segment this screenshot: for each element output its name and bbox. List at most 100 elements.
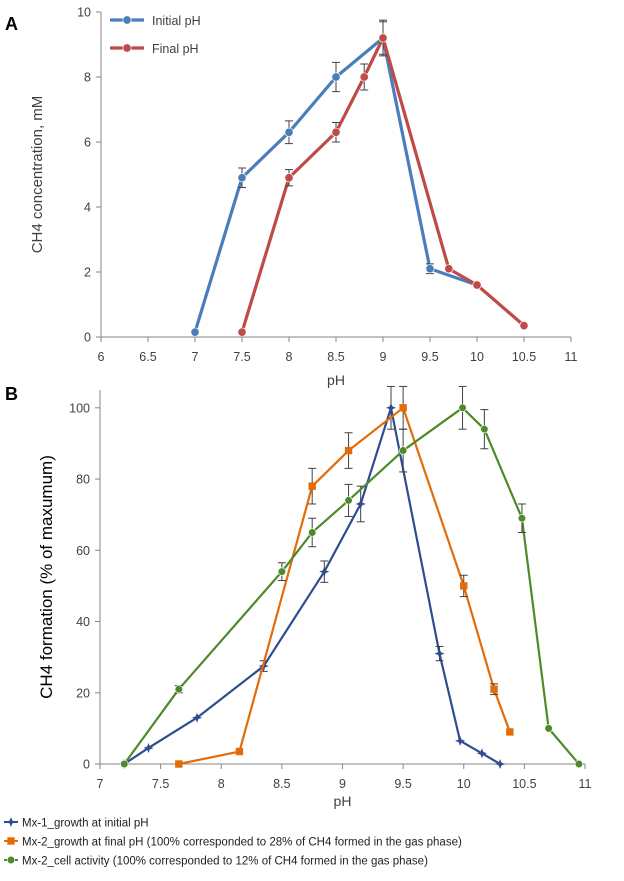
x-tick-label: 7.5 xyxy=(233,350,250,364)
x-tick-label: 6.5 xyxy=(139,350,156,364)
legend-marker xyxy=(6,855,16,865)
series-3-panel-b xyxy=(120,385,584,769)
data-point xyxy=(237,173,247,183)
y-tick-label: 80 xyxy=(76,473,90,487)
data-point xyxy=(175,760,183,768)
data-point xyxy=(344,496,353,505)
y-axis-title: CH4 formation (% of maxumum) xyxy=(37,455,56,699)
data-point xyxy=(308,528,317,537)
y-tick-label: 4 xyxy=(84,201,91,215)
data-point xyxy=(355,498,366,509)
data-point xyxy=(277,567,286,576)
x-tick-label: 7 xyxy=(97,777,104,791)
legend-marker xyxy=(122,15,132,25)
series-line xyxy=(240,36,526,333)
data-point xyxy=(480,425,489,434)
data-point xyxy=(444,264,454,274)
data-point xyxy=(331,127,341,137)
series-2-panel-a xyxy=(237,19,529,337)
data-point xyxy=(495,758,506,770)
data-point xyxy=(378,33,388,43)
data-point xyxy=(476,748,487,759)
y-tick-label: 40 xyxy=(76,615,90,629)
data-point xyxy=(331,72,341,82)
series-line xyxy=(123,406,580,765)
data-point xyxy=(490,685,498,693)
x-tick-label: 9 xyxy=(339,777,346,791)
data-point xyxy=(455,735,466,746)
y-axis-title: CH4 concentration, mM xyxy=(29,96,46,254)
data-point xyxy=(385,402,397,413)
data-point xyxy=(143,742,154,753)
data-point xyxy=(399,404,407,412)
data-point xyxy=(319,566,330,577)
x-tick-label: 8 xyxy=(218,777,225,791)
x-tick-label: 8 xyxy=(286,350,293,364)
data-point xyxy=(235,747,244,756)
data-point xyxy=(284,173,294,183)
x-tick-label: 10 xyxy=(470,350,484,364)
x-tick-label: 6 xyxy=(98,350,105,364)
y-tick-label: 0 xyxy=(84,331,91,345)
chart-panel-a: A 6 6.5 7 7.5 8 8.5 9 9.5 10 10.5 11 0 2 4 6 8 10 pH CH4 co… xyxy=(5,6,578,389)
legend-panel-a: Initial pH Final pH xyxy=(110,14,201,56)
x-tick-label: 9.5 xyxy=(421,350,438,364)
data-point xyxy=(174,685,183,694)
x-tick-label: 8.5 xyxy=(327,350,344,364)
y-tick-label: 20 xyxy=(76,686,90,700)
series-1-panel-a xyxy=(190,21,482,337)
y-tick-label: 60 xyxy=(76,544,90,558)
x-tick-label: 8.5 xyxy=(273,777,290,791)
x-tick-label: 7 xyxy=(192,350,199,364)
data-point xyxy=(506,728,514,736)
series-line xyxy=(123,406,501,765)
x-tick-label: 9.5 xyxy=(394,777,411,791)
data-point xyxy=(344,446,353,455)
data-point xyxy=(517,514,527,523)
x-tick-label: 9 xyxy=(380,350,387,364)
data-point xyxy=(458,403,467,412)
legend-label: Mx-2_cell activity (100% corresponded to… xyxy=(22,856,428,868)
data-point xyxy=(519,321,529,331)
legend-marker xyxy=(5,816,17,828)
data-point xyxy=(460,582,468,590)
data-point xyxy=(425,264,435,274)
legend-marker xyxy=(122,43,132,53)
x-tick-label: 10.5 xyxy=(512,777,536,791)
data-point xyxy=(191,712,203,723)
y-tick-label: 10 xyxy=(77,6,91,20)
legend-label: Mx-1_growth at initial pH xyxy=(22,818,149,830)
panel-label-b: B xyxy=(5,384,18,404)
legend-panel-b: Mx-1_growth at initial pH Mx-2_growth at … xyxy=(4,816,462,868)
legend-label: Final pH xyxy=(152,42,199,56)
panel-label-a: A xyxy=(5,14,18,34)
data-point xyxy=(472,280,482,290)
data-point xyxy=(434,648,445,659)
legend-marker xyxy=(7,837,15,845)
x-axis-title: pH xyxy=(334,793,352,809)
y-tick-label: 100 xyxy=(69,401,90,415)
x-tick-label: 11 xyxy=(565,350,578,364)
data-point xyxy=(544,724,553,733)
data-point xyxy=(359,72,369,82)
x-axis-title: pH xyxy=(327,372,345,388)
x-tick-label: 10.5 xyxy=(512,350,536,364)
y-tick-label: 0 xyxy=(83,758,90,772)
legend-label: Initial pH xyxy=(152,14,201,28)
series-2-panel-b xyxy=(175,385,514,768)
x-tick-label: 10 xyxy=(457,777,471,791)
data-point xyxy=(284,127,294,137)
chart-panel-b: B 7 7.5 8 8.5 9 9.5 10 10.5 11 0 20 40 60 80 100 pH CH4 f… xyxy=(4,384,592,868)
y-tick-label: 8 xyxy=(84,71,91,85)
x-tick-label: 11 xyxy=(579,777,592,791)
data-point xyxy=(308,482,316,490)
series-line xyxy=(178,406,511,766)
data-point xyxy=(574,759,584,769)
legend-label: Mx-2_growth at final pH (100% correspond… xyxy=(22,837,462,849)
data-point xyxy=(399,446,408,455)
y-tick-label: 6 xyxy=(84,136,91,150)
data-point xyxy=(120,759,129,769)
x-tick-label: 7.5 xyxy=(152,777,169,791)
